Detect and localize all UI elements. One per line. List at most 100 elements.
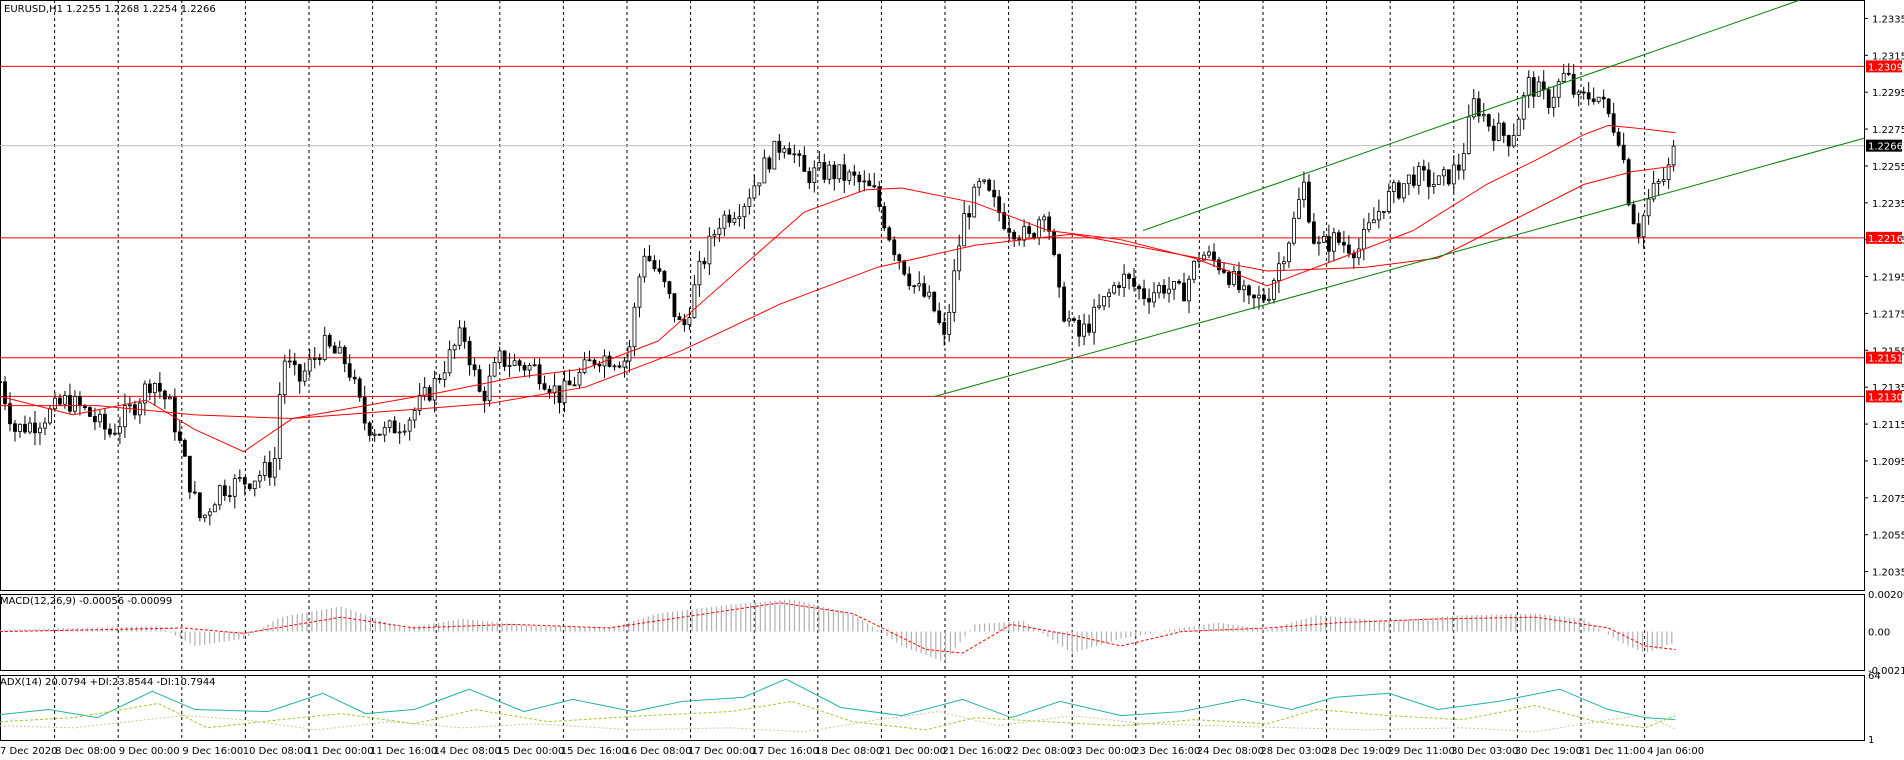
candle-body [587,359,592,362]
adx-tick-label: 64 [1868,671,1881,682]
candle-body [1112,285,1116,294]
candle [642,248,647,283]
candle-body [1581,91,1586,94]
candle [1007,218,1012,241]
candle [617,361,622,369]
candle-body [747,197,752,207]
candle-body [1037,219,1042,238]
candle [18,423,22,438]
candle [1292,211,1296,246]
candle [1616,127,1621,148]
candle-body [1192,260,1196,280]
time-tick-label: 28 Dec 03:00 [1260,746,1327,757]
candle-body [1536,81,1541,97]
candle [1222,261,1226,275]
candle-body [1556,81,1561,98]
candle [1252,294,1256,310]
candle [227,485,232,503]
candle [1386,183,1391,214]
candle-body [722,214,727,229]
candle-body [1601,96,1606,100]
candle-body [1456,164,1461,171]
candle [497,346,502,366]
price-panel[interactable] [0,0,1865,526]
candle-body [622,360,627,368]
candle-body [1626,159,1631,206]
candle [757,182,762,196]
candle-body [567,380,572,386]
candle-body [752,185,757,199]
candle-body [1651,182,1656,200]
candle-body [1371,219,1376,224]
candle [147,379,152,401]
candle [1336,229,1341,246]
candle-body [447,349,452,374]
macd-signal-line [0,602,1676,654]
candle-body [127,404,132,407]
candle-body [1207,251,1211,256]
candle [782,145,787,159]
candle-body [252,480,257,490]
candle-body [192,491,197,494]
candle [417,383,422,416]
time-tick-label: 24 Dec 08:00 [1197,746,1264,757]
candle-body [547,388,552,394]
time-tick-label: 10 Dec 08:00 [243,746,310,757]
candle-body [812,167,817,183]
candle [482,386,487,413]
candle [877,181,882,212]
candle [1516,116,1521,136]
candle [847,169,852,185]
candle [1341,230,1346,253]
candle-body [1087,323,1091,333]
candle-body [432,378,437,401]
candle-body [627,346,632,362]
candle-body [387,420,392,428]
time-tick-label: 30 Dec 03:00 [1451,746,1518,757]
candle [927,285,932,300]
candle-body [257,475,262,482]
candle-body [307,358,312,372]
candle-body [792,153,797,156]
candle-body [1137,285,1141,290]
candle [722,210,727,237]
level-price-label: 1.2216 [1868,234,1903,245]
price-tick-label: 1.2035 [1872,568,1904,579]
candle [157,372,162,399]
level-price-tag [1866,351,1902,364]
candle [902,259,907,277]
macd-panel[interactable] [0,599,1676,661]
price-panel-border [0,0,1865,591]
candle [982,178,987,185]
candle [1606,98,1611,118]
candle-body [1057,254,1062,288]
candle-body [1217,259,1221,271]
candle [1217,256,1221,275]
candle-body [502,350,507,367]
candle [1396,179,1401,200]
candle [1436,175,1441,185]
candle-body [422,387,427,396]
candle [367,420,372,442]
macd-info: MACD(12,26,9) -0.00056 -0.00099 [0,596,172,607]
candle-body [227,495,232,497]
candle [137,397,142,424]
candle [377,433,382,436]
candle-body [1267,298,1271,301]
candle [38,422,42,446]
candle-body [68,395,72,412]
candle [362,385,367,431]
candle-body [1486,114,1491,127]
candle [1456,153,1461,180]
candle [1322,230,1326,244]
candle-body [1591,98,1596,102]
candle [897,253,902,270]
candle [852,164,857,186]
adx-panel[interactable] [0,678,1676,733]
candle-body [927,291,932,297]
candle-body [1526,77,1531,97]
candle [1162,279,1166,299]
candle [382,421,387,443]
candle-body [212,504,217,513]
